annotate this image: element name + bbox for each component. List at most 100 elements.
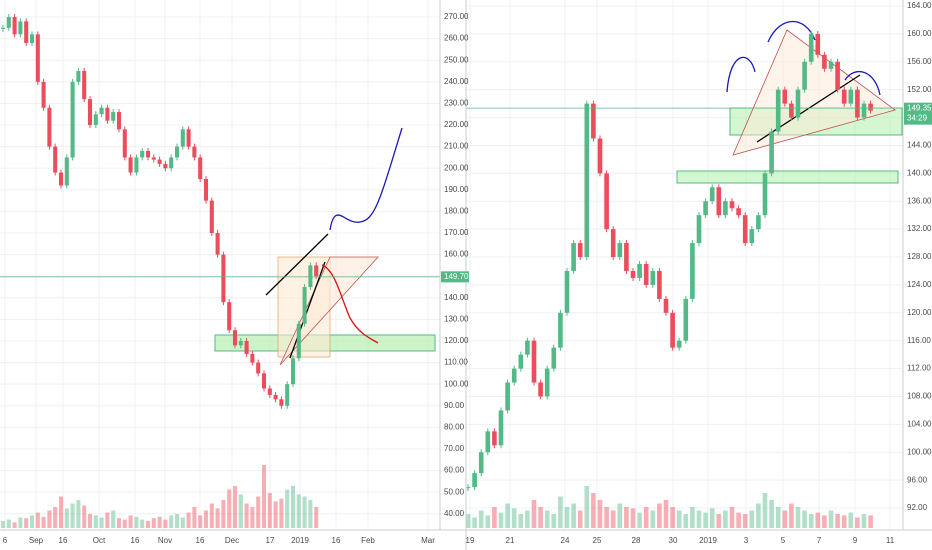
y-tick-label: 250.00 xyxy=(444,55,469,64)
volume-bar xyxy=(498,512,504,528)
volume-bar xyxy=(822,515,827,528)
candle xyxy=(465,487,471,489)
volume-bar xyxy=(151,518,156,528)
volume-bar xyxy=(564,507,570,528)
volume-bar xyxy=(505,503,510,528)
candle xyxy=(174,146,180,158)
candle xyxy=(302,286,307,324)
volume-bar xyxy=(696,510,702,528)
y-tick-label: 144.00 xyxy=(907,141,932,150)
candle xyxy=(256,362,261,374)
volume-bar xyxy=(709,508,715,528)
volume-bar xyxy=(828,510,834,528)
y-tick-label: 92.00 xyxy=(907,503,928,512)
volume-bar xyxy=(0,521,6,528)
candle xyxy=(215,233,220,255)
volume-bar xyxy=(267,493,272,528)
y-tick-label: 156.00 xyxy=(907,57,932,66)
volume-bar xyxy=(538,507,543,528)
volume-bar xyxy=(795,507,801,528)
candle xyxy=(571,243,576,271)
candle xyxy=(505,382,510,411)
volume-bar xyxy=(637,512,642,528)
y-tick-label: 90.00 xyxy=(444,401,465,410)
volume-bar xyxy=(485,515,491,528)
candle xyxy=(551,347,557,369)
x-tick-label: 5 xyxy=(781,536,786,545)
last-price-label: 149.70 xyxy=(444,272,469,281)
volume-bar xyxy=(261,465,267,528)
volume-bar xyxy=(782,510,788,528)
volume-bar xyxy=(82,505,87,528)
volume-bar xyxy=(279,498,284,528)
volume-bar xyxy=(808,514,814,528)
volume-bar xyxy=(624,507,629,528)
volume-bar xyxy=(525,510,530,528)
candle xyxy=(643,264,649,285)
candle xyxy=(116,112,122,130)
y-tick-label: 260.00 xyxy=(444,34,469,43)
x-tick-label: 6 xyxy=(3,536,8,545)
y-tick-label: 240.00 xyxy=(444,77,469,86)
candle xyxy=(822,54,827,69)
volume-bar xyxy=(577,510,583,528)
projection-down xyxy=(321,264,379,344)
candle xyxy=(0,27,6,29)
volume-bar xyxy=(610,510,616,528)
triangle xyxy=(732,29,896,156)
last-price-label: 149.35 xyxy=(907,103,932,112)
y-tick-label: 120.00 xyxy=(444,336,469,345)
volume-bar xyxy=(676,510,682,528)
candle xyxy=(485,431,491,453)
candle xyxy=(157,159,162,164)
shoulder xyxy=(844,71,881,96)
x-tick-label: 16 xyxy=(332,536,341,545)
y-tick-label: 130.00 xyxy=(444,315,469,324)
x-tick-label: Dec xyxy=(225,536,239,545)
y-tick-label: 190.00 xyxy=(444,185,469,194)
volume-bar xyxy=(29,515,35,528)
candle xyxy=(676,340,682,348)
candle xyxy=(683,298,689,341)
volume-bar xyxy=(203,510,209,528)
volume-bar xyxy=(551,514,557,528)
volume-bar xyxy=(314,507,319,528)
candle xyxy=(169,157,174,169)
y-tick-label: 270.00 xyxy=(444,12,469,21)
volume-bar xyxy=(736,512,741,528)
candle xyxy=(93,114,98,126)
volume-bar xyxy=(18,517,23,528)
volume-bar xyxy=(855,517,860,528)
candle xyxy=(209,200,214,234)
x-tick-label: Oct xyxy=(93,536,106,545)
candle xyxy=(518,354,524,369)
candle xyxy=(41,81,46,108)
y-tick-label: 124.00 xyxy=(907,280,932,289)
candle xyxy=(145,150,151,158)
x-tick-label: 17 xyxy=(266,536,275,545)
candle xyxy=(703,201,708,216)
volume-bar xyxy=(762,493,768,528)
candle xyxy=(855,89,860,118)
candle xyxy=(617,243,623,258)
candle xyxy=(769,131,774,174)
candle xyxy=(296,323,301,359)
candle xyxy=(18,21,23,35)
candle xyxy=(70,81,75,158)
candle xyxy=(531,340,537,383)
countdown-label: 34:29 xyxy=(907,113,928,122)
volume-bar xyxy=(186,512,191,528)
volume-bar xyxy=(683,514,689,528)
candle xyxy=(12,17,17,35)
volume-bar xyxy=(209,503,214,528)
volume-bar xyxy=(296,494,301,528)
volume-bar xyxy=(617,503,623,528)
candle xyxy=(577,243,583,258)
volume-bar xyxy=(244,503,249,528)
candle xyxy=(250,353,255,363)
y-tick-label: 40.00 xyxy=(444,509,465,518)
y-tick-label: 160.00 xyxy=(444,250,469,259)
candle xyxy=(525,340,530,355)
volume-bar xyxy=(591,493,596,528)
